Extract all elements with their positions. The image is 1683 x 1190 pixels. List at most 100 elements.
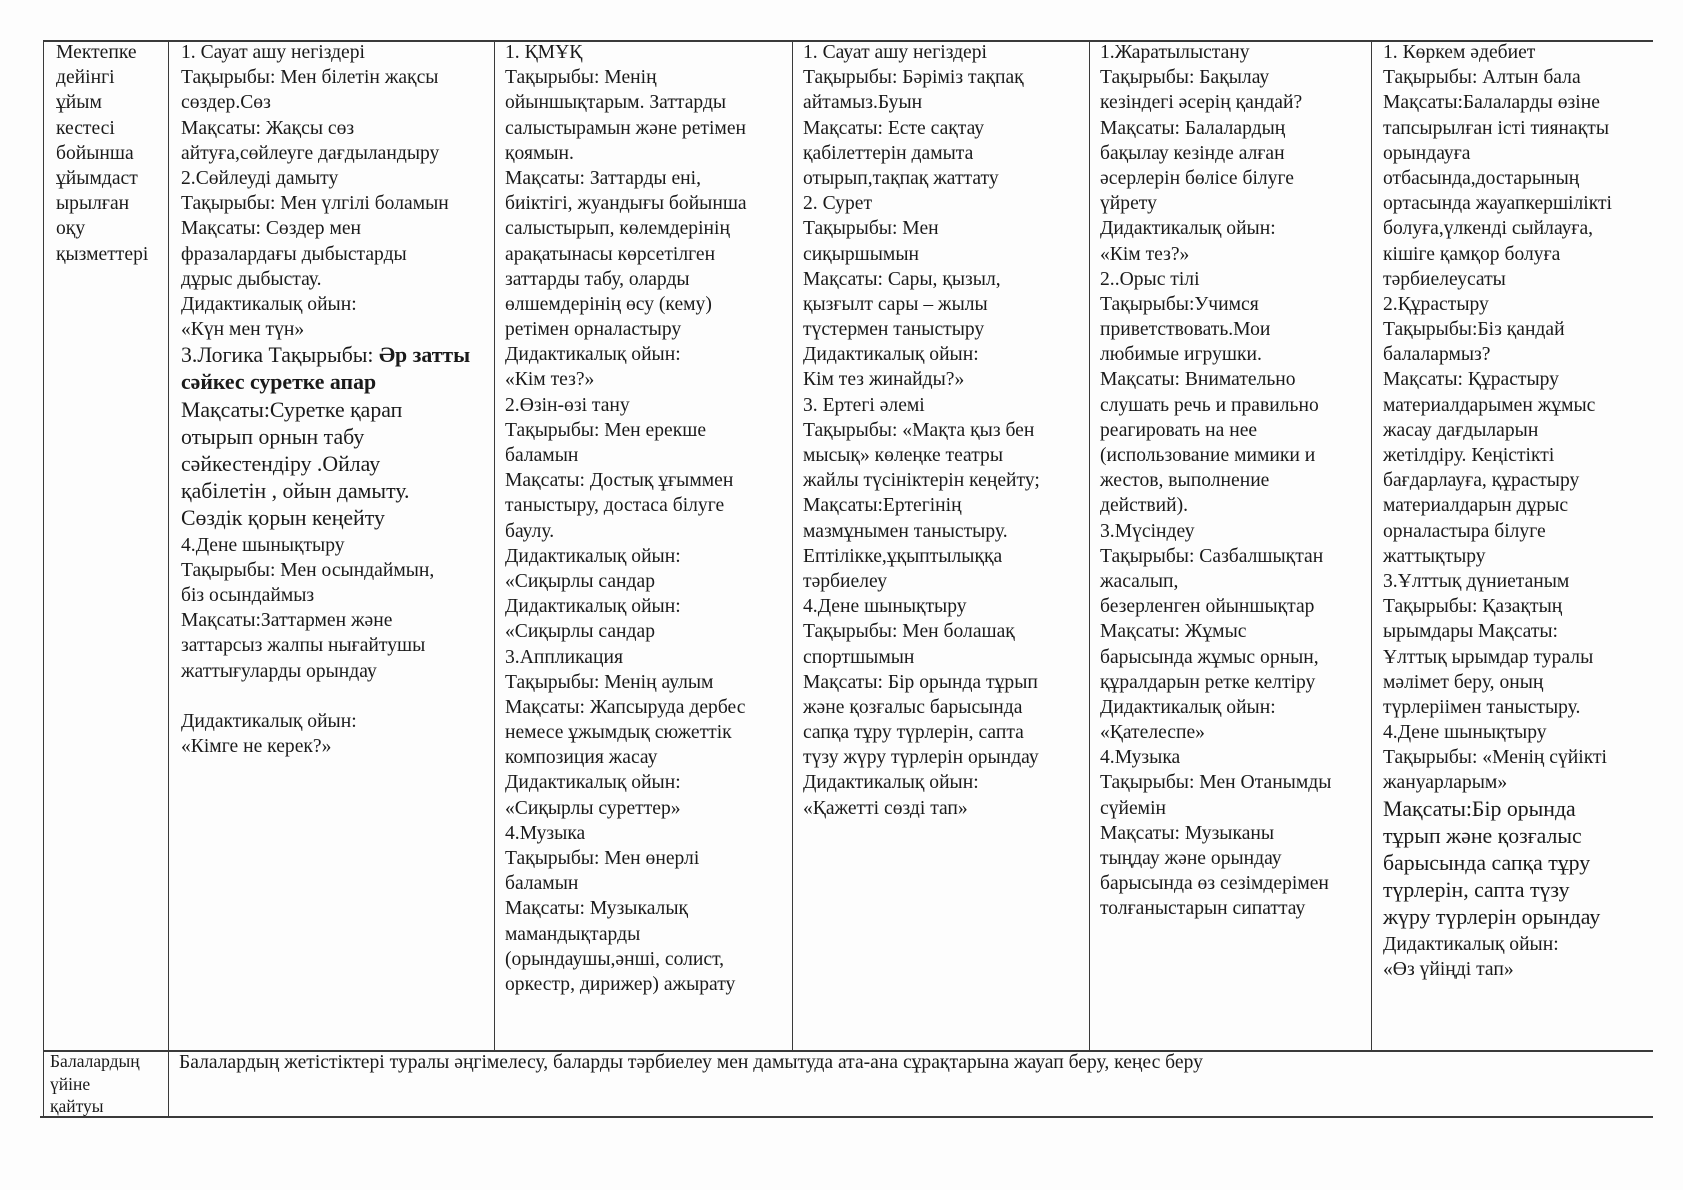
text-line-content: (орындаушы,әнші, солист, — [505, 948, 725, 970]
text-line-content: толғаныстарын сипаттау — [1100, 898, 1306, 920]
text-line-content: мәлімет беру, оның — [1383, 671, 1544, 693]
text-line: Дидактикалық ойын: — [1100, 695, 1331, 720]
text-line: 4.Музыка — [505, 821, 747, 846]
text-line-content: фразалардағы дыбыстарды — [181, 243, 407, 265]
text-line-content: құралдарын ретке келтіру — [1100, 671, 1316, 693]
text-line: Дидактикалық ойын: — [1100, 216, 1331, 241]
text-line: айтамыз.Буын — [803, 90, 1040, 115]
going-home-text: Балалардың жетістіктері туралы әңгімелес… — [179, 1052, 1203, 1073]
text-line: мәлімет беру, оның — [1383, 670, 1612, 695]
text-line-content: 3. Ертегі әлемі — [803, 394, 925, 416]
text-line: Дидактикалық ойын: — [505, 594, 747, 619]
text-line-content: Тақырыбы: «Мақта қыз бен — [803, 419, 1035, 441]
text-line: жайлы түсініктерін кеңейту; — [803, 468, 1040, 493]
table-top-border — [43, 40, 1653, 42]
text-line-content: Дидактикалық ойын: — [1100, 696, 1276, 718]
text-line: 4.Дене шынықтыру — [1383, 720, 1612, 745]
text-line-content: Мақсаты:Суретке қарап — [181, 397, 403, 422]
column-divider — [168, 40, 170, 1116]
text-line-content: дейінгі — [56, 67, 115, 89]
text-line: жаттығуларды орындау — [181, 659, 470, 684]
text-line-content: Мақсаты: Музыканы — [1100, 822, 1275, 844]
text-line: Тақырыбы: Қазақтың — [1383, 594, 1612, 619]
text-line-content: қабілеттерін дамыта — [803, 142, 974, 164]
text-line-content: Тақырыбы: Мен болашақ — [803, 621, 1015, 643]
text-line-content: жаттығуларды орындау — [181, 660, 377, 682]
text-line-content: 4.Дене шынықтыру — [1383, 722, 1547, 744]
text-line-content: «Кім тез?» — [1100, 243, 1190, 265]
text-line: Мақсаты: Жапсыруда дербес — [505, 695, 747, 720]
text-line-content: мысық» көлеңке театры — [803, 445, 1003, 466]
text-line: әсерлерін бөлісе білуге — [1100, 166, 1331, 191]
text-line: Мақсаты: Музыкалық — [505, 896, 747, 921]
text-line-content: барысында сапқа тұру — [1383, 851, 1591, 875]
text-line-content: Тақырыбы:Учимся — [1100, 293, 1259, 315]
text-line: «Сиқырлы сандар — [505, 569, 747, 594]
text-line-content: Тақырыбы: Мен өнерлі — [505, 848, 700, 869]
text-line: приветствовать.Мои — [1100, 317, 1331, 342]
text-line-content: жасау дағдыларын — [1383, 419, 1539, 441]
text-line: заттарсыз жалпы нығайтушы — [181, 633, 470, 658]
text-line-content: Мақсаты: Құрастыру — [1383, 369, 1559, 391]
text-line-content: қабілетін , ойын дамыту. — [181, 479, 410, 504]
text-line: тұрып және қозғалыс — [1383, 823, 1612, 850]
text-line-content: бойынша — [56, 142, 134, 164]
text-line: Дидактикалық ойын: — [181, 292, 470, 317]
text-line-content: түрлеріімен таныстыру. — [1383, 696, 1581, 718]
text-line-content: айтамыз.Буын — [803, 92, 923, 114]
text-line: Тақырыбы: «Мақта қыз бен — [803, 418, 1040, 443]
text-line: Тақырыбы:Учимся — [1100, 292, 1331, 317]
text-line: сөздер.Сөз — [181, 90, 470, 115]
text-line-content: 1. ҚМҰҚ — [505, 42, 583, 63]
table-left-border — [43, 40, 45, 1116]
text-line-content: түстермен таныстыру — [803, 319, 985, 341]
text-line — [181, 684, 470, 709]
text-line-content: Тақырыбы:Біз қандай — [1383, 319, 1565, 341]
text-line: 3.Аппликация — [505, 645, 747, 670]
text-line-content: салыстырып, көлемдерінің — [505, 218, 730, 240]
text-line-content: 4.Дене шынықтыру — [803, 596, 967, 618]
text-line: түрлеріімен таныстыру. — [1383, 695, 1612, 720]
text-line: Сөздік қорын кеңейту — [181, 505, 470, 532]
text-line: 1. ҚМҰҚ — [505, 40, 747, 65]
text-line: өлшемдерінің өсу (кему) — [505, 292, 747, 317]
text-line-content: Кім тез жинайды?» — [803, 369, 965, 391]
table-cell-day-3: 1. Сауат ашу негіздері Тақырыбы: Бәріміз… — [803, 40, 1040, 821]
text-line-content: қайтуы — [50, 1096, 104, 1116]
text-line: Тақырыбы: «Менің сүйікті — [1383, 745, 1612, 770]
text-line-content: Тақырыбы: Менің аулым — [505, 671, 714, 693]
text-line-content: ойыншықтарым. Заттарды — [505, 92, 727, 114]
text-line: мысық» көлеңке театры — [803, 443, 1040, 468]
text-line-content: Дидактикалық ойын: — [181, 293, 357, 315]
text-line-content: Мақсаты:Бір орында — [1383, 796, 1576, 821]
text-line-content: арақатынасы көрсетілген — [505, 243, 716, 265]
text-line-content: тапсырылған істі тиянақты — [1383, 117, 1609, 139]
text-line: түстермен таныстыру — [803, 317, 1040, 342]
text-line: үйіне — [50, 1073, 140, 1096]
text-line: Мақсаты: Заттарды ені, — [505, 166, 747, 191]
text-line-content: Дидактикалық ойын: — [181, 710, 357, 732]
text-line-content: орналастыра білуге — [1383, 520, 1546, 542]
text-line-content: отырып,тақпақ жаттату — [803, 167, 999, 189]
text-line: Ептілікке,ұқыптылыққа — [803, 544, 1040, 569]
text-line-content: отбасында,достарының — [1383, 167, 1580, 189]
column-divider — [1371, 40, 1373, 1050]
text-line-content: оқу — [56, 218, 86, 240]
text-line-content: тәрбиелеу — [803, 570, 887, 592]
text-line-content: Мақсаты: Сөздер мен — [181, 218, 362, 240]
text-line: слушать речь и правильно — [1100, 393, 1331, 418]
text-line-content: 2.Сөйлеуді дамыту — [181, 167, 339, 189]
text-line: безерленген ойыншықтар — [1100, 594, 1331, 619]
text-line: Мақсаты: Есте сақтау — [803, 116, 1040, 141]
text-line-content: 4.Музыка — [1100, 747, 1181, 769]
text-line-content: реагировать на нее — [1100, 419, 1258, 441]
text-line-content: «Сиқырлы сандар — [505, 570, 655, 592]
text-line: биіктігі, жуандығы бойынша — [505, 191, 747, 216]
text-line: 1. Сауат ашу негіздері — [803, 40, 1040, 65]
text-line: Тақырыбы: Алтын бала — [1383, 65, 1612, 90]
text-line-content: баламын — [505, 873, 579, 895]
text-line-content: 2.Құрастыру — [1383, 293, 1489, 315]
text-line-content: Дидактикалық ойын: — [505, 344, 681, 366]
text-line-content: Тақырыбы: Бәріміз тақпақ — [803, 67, 1024, 89]
text-line-content: Тақырыбы: Мен ерекше — [505, 419, 707, 441]
